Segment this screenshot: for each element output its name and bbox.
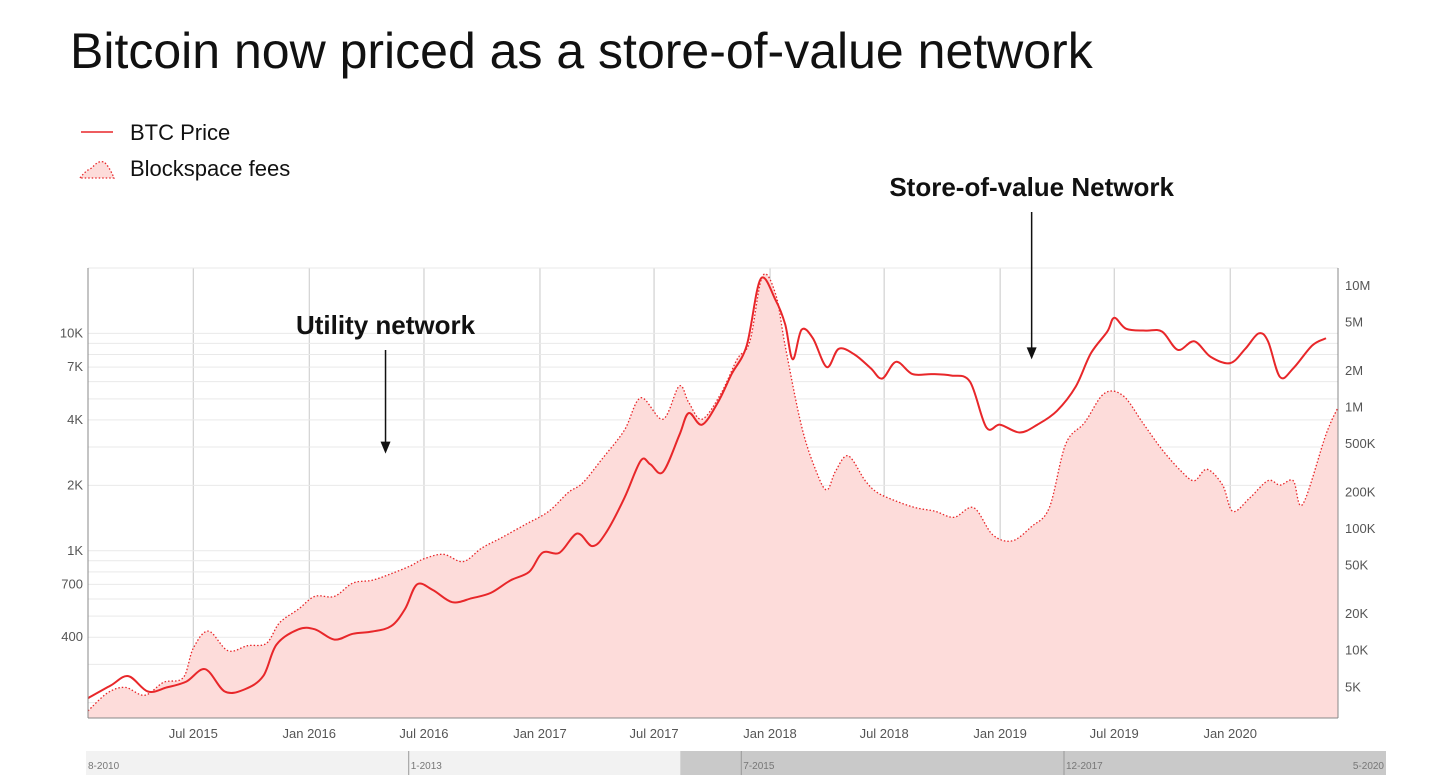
annotations: Utility network Store-of-value Network [296, 172, 1174, 454]
x-tick-label: Jul 2017 [629, 726, 678, 741]
y-left-tick-label: 10K [60, 325, 83, 340]
x-tick-label: Jan 2016 [283, 726, 337, 741]
y-right-tick-label: 200K [1345, 484, 1376, 499]
navigator-label: 1-2013 [411, 761, 443, 772]
legend-label-btc-price: BTC Price [130, 120, 231, 145]
y-right-tick-label: 2M [1345, 363, 1363, 378]
navigator-label: 12-2017 [1066, 761, 1103, 772]
series-blockspace-fees-area [88, 273, 1338, 718]
series-btc-price-line [87, 276, 1327, 699]
annotation-label: Store-of-value Network [889, 172, 1174, 202]
y-left-tick-label: 1K [67, 543, 83, 558]
y-right-tick-label: 5M [1345, 314, 1363, 329]
range-navigator[interactable]: 8-2010 1-2013 7-2015 12-2017 5-2020 [86, 751, 1386, 775]
area-swatch-icon [78, 160, 115, 179]
navigator-label: 7-2015 [743, 761, 775, 772]
annotation-label: Utility network [296, 310, 476, 340]
y-right-tick-label: 10K [1345, 643, 1368, 658]
x-tick-label: Jul 2015 [169, 726, 218, 741]
axes: Jul 2015 Jan 2016 Jul 2016 Jan 2017 Jul 2017… [60, 268, 1376, 741]
series-blockspace-fees-line [87, 273, 1339, 712]
annotation-arrow-head-icon [380, 441, 391, 454]
y-right-tick-label: 100K [1345, 521, 1376, 536]
legend-label-blockspace-fees: Blockspace fees [130, 156, 291, 181]
navigator-label: 5-2020 [1353, 761, 1385, 772]
x-tick-label: Jan 2020 [1203, 726, 1257, 741]
y-right-tick-label: 20K [1345, 606, 1368, 621]
x-tick-label: Jul 2018 [860, 726, 909, 741]
annotation-arrow-head-icon [1026, 347, 1037, 360]
x-tick-label: Jul 2016 [399, 726, 448, 741]
y-left-tick-label: 400 [61, 629, 83, 644]
series-layer [87, 273, 1339, 718]
x-tick-label: Jan 2018 [743, 726, 797, 741]
y-left-tick-label: 7K [67, 359, 83, 374]
y-left-tick-label: 2K [67, 477, 83, 492]
navigator-label: 8-2010 [88, 761, 120, 772]
y-right-tick-label: 10M [1345, 278, 1370, 293]
y-left-tick-label: 700 [61, 576, 83, 591]
x-tick-label: Jul 2019 [1090, 726, 1139, 741]
y-right-tick-label: 500K [1345, 436, 1376, 451]
navigator-selection [680, 751, 1386, 775]
y-right-tick-label: 50K [1345, 558, 1368, 573]
y-right-tick-label: 1M [1345, 399, 1363, 414]
line-swatch-icon [81, 131, 113, 133]
x-tick-label: Jan 2017 [513, 726, 567, 741]
chart-title: Bitcoin now priced as a store-of-value n… [70, 23, 1093, 79]
x-tick-label: Jan 2019 [973, 726, 1027, 741]
y-right-tick-label: 5K [1345, 679, 1361, 694]
y-left-tick-label: 4K [67, 412, 83, 427]
